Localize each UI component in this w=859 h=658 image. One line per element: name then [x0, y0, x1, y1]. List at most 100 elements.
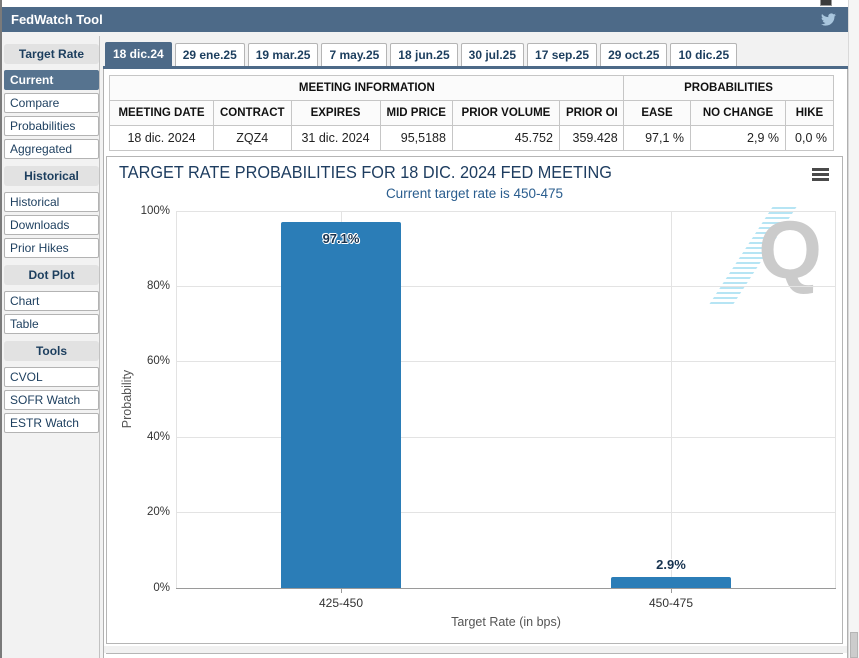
- column-header-ease: EASE: [623, 100, 691, 126]
- x-axis-tick: [340, 588, 342, 593]
- chart-title: TARGET RATE PROBABILITIES FOR 18 DIC. 20…: [119, 162, 612, 182]
- sidebar-item-sofr-watch[interactable]: SOFR Watch: [4, 390, 99, 410]
- table-caption: PROBABILITIES: [623, 75, 834, 101]
- plot-border-right: [835, 211, 836, 588]
- tab-29-ene-25[interactable]: 29 ene.25: [174, 43, 245, 66]
- app-header: FedWatch Tool: [2, 7, 848, 32]
- sidebar-section-dot-plot: Dot Plot Chart Table: [4, 265, 99, 334]
- sidebar-item-estr-watch[interactable]: ESTR Watch: [4, 413, 99, 433]
- sidebar: Target Rate Current Compare Probabilities Ag…: [4, 44, 99, 436]
- sidebar-header-historical: Historical: [4, 166, 99, 186]
- column-header-no-change: NO CHANGE: [690, 100, 786, 126]
- main-panel: MEETING INFORMATION MEETING DATE CONTRACT E…: [103, 69, 848, 658]
- chart-context-menu-icon[interactable]: [812, 168, 829, 183]
- cell-contract: ZQZ4: [213, 125, 292, 151]
- cell-mid-price: 95,5188: [379, 125, 453, 151]
- meeting-tabs: 18 dic.24 29 ene.25 19 mar.25 7 may.25 18 ju…: [103, 42, 848, 69]
- tab-18-jun-25[interactable]: 18 jun.25: [390, 43, 458, 66]
- sidebar-item-current[interactable]: Current: [4, 70, 99, 90]
- y-tick-label-40: 40%: [146, 430, 170, 443]
- cell-hike: 0,0 %: [785, 125, 834, 151]
- tab-10-dic-25[interactable]: 10 dic.25: [670, 43, 738, 66]
- next-panel-top-edge: [106, 653, 843, 658]
- y-tick-label-60: 60%: [146, 355, 170, 368]
- sidebar-item-chart[interactable]: Chart: [4, 291, 99, 311]
- gridline-40pct: [176, 436, 836, 438]
- y-tick-label-100: 100%: [140, 204, 170, 217]
- plot-area: 0% 20% 40% 60% 80% 100% 97.1% 425-450 2.9% 450-47…: [141, 205, 836, 610]
- plot-border-left: [176, 211, 177, 588]
- bar-value-label-425-450: 97.1%: [322, 230, 360, 246]
- cell-ease: 97,1 %: [623, 125, 691, 151]
- sidebar-item-downloads[interactable]: Downloads: [4, 215, 99, 235]
- table-value-row: 97,1 % 2,9 % 0,0 %: [623, 125, 834, 151]
- gridline-60pct: [176, 361, 836, 363]
- table-caption: MEETING INFORMATION: [109, 75, 625, 101]
- sidebar-item-historical[interactable]: Historical: [4, 192, 99, 212]
- vertical-scrollbar[interactable]: [848, 0, 859, 658]
- column-header-contract: CONTRACT: [213, 100, 292, 126]
- column-header-mid-price: MID PRICE: [379, 100, 453, 126]
- page-left-edge: [0, 0, 2, 658]
- sidebar-header-tools: Tools: [4, 341, 99, 361]
- sidebar-section-historical: Historical Historical Downloads Prior Hikes: [4, 166, 99, 258]
- sidebar-item-table[interactable]: Table: [4, 314, 99, 334]
- sidebar-header-target-rate: Target Rate: [4, 44, 99, 64]
- sidebar-section-tools: Tools CVOL SOFR Watch ESTR Watch: [4, 341, 99, 433]
- table-caption-row: MEETING INFORMATION: [109, 75, 625, 101]
- x-axis-tick: [670, 588, 672, 593]
- gridline-vertical: [670, 211, 672, 588]
- tab-30-jul-25[interactable]: 30 jul.25: [460, 43, 525, 66]
- y-tick-label-20: 20%: [146, 506, 170, 519]
- sidebar-item-probabilities[interactable]: Probabilities: [4, 116, 99, 136]
- table-value-row: 18 dic. 2024 ZQZ4 31 dic. 2024 95,5188 45.75…: [109, 125, 625, 151]
- column-header-meeting-date: MEETING DATE: [109, 100, 214, 126]
- column-header-prior-volume: PRIOR VOLUME: [451, 100, 560, 126]
- sidebar-item-cvol[interactable]: CVOL: [4, 367, 99, 387]
- meeting-information-table: MEETING INFORMATION MEETING DATE CONTRACT E…: [109, 75, 625, 151]
- table-header-row: EASE NO CHANGE HIKE: [623, 100, 834, 126]
- sidebar-header-dot-plot: Dot Plot: [4, 265, 99, 285]
- cell-expires: 31 dic. 2024: [290, 125, 381, 151]
- column-header-expires: EXPIRES: [290, 100, 381, 126]
- cell-prior-volume: 45.752: [451, 125, 560, 151]
- x-category-label-425-450: 425-450: [318, 596, 364, 610]
- sidebar-divider: [99, 36, 100, 658]
- chart-panel: TARGET RATE PROBABILITIES FOR 18 DIC. 20…: [106, 156, 843, 644]
- y-tick-label-0: 0%: [153, 581, 170, 594]
- app-title: FedWatch Tool: [11, 12, 103, 27]
- table-caption-row: PROBABILITIES: [623, 75, 834, 101]
- x-axis-line: [176, 588, 836, 589]
- tab-19-mar-25[interactable]: 19 mar.25: [247, 43, 319, 66]
- sidebar-item-aggregated[interactable]: Aggregated: [4, 139, 99, 159]
- tab-18-dic-24[interactable]: 18 dic.24: [105, 42, 172, 66]
- column-header-prior-oi: PRIOR OI: [558, 100, 625, 126]
- gridline-100pct: [176, 210, 836, 212]
- sidebar-item-prior-hikes[interactable]: Prior Hikes: [4, 238, 99, 258]
- cell-no-change: 2,9 %: [690, 125, 786, 151]
- top-strip: [2, 0, 848, 7]
- bar-450-475[interactable]: [611, 577, 731, 588]
- tab-17-sep-25[interactable]: 17 sep.25: [527, 43, 598, 66]
- x-category-label-450-475: 450-475: [648, 596, 694, 610]
- bar-425-450[interactable]: [281, 221, 401, 588]
- cell-meeting-date: 18 dic. 2024: [109, 125, 214, 151]
- scrollbar-thumb[interactable]: [850, 632, 858, 658]
- tab-29-oct-25[interactable]: 29 oct.25: [600, 43, 668, 66]
- column-header-hike: HIKE: [785, 100, 834, 126]
- chart-subtitle: Current target rate is 450-475: [385, 186, 564, 201]
- x-axis-title: Target Rate (in bps): [451, 615, 561, 629]
- tab-7-may-25[interactable]: 7 may.25: [321, 43, 388, 66]
- cell-prior-oi: 359.428: [558, 125, 625, 151]
- top-edge-fragment: [820, 0, 832, 6]
- twitter-icon[interactable]: [820, 12, 837, 27]
- probabilities-table: PROBABILITIES EASE NO CHANGE HIKE 97,1 % 2,9 …: [623, 75, 834, 151]
- panel-gap: [104, 646, 847, 653]
- bar-value-label-450-475: 2.9%: [656, 557, 686, 573]
- table-header-row: MEETING DATE CONTRACT EXPIRES MID PRICE PRIO…: [109, 100, 625, 126]
- sidebar-section-target-rate: Target Rate Current Compare Probabilities Ag…: [4, 44, 99, 159]
- gridline-80pct: [176, 285, 836, 287]
- sidebar-item-compare[interactable]: Compare: [4, 93, 99, 113]
- y-tick-label-80: 80%: [146, 279, 170, 292]
